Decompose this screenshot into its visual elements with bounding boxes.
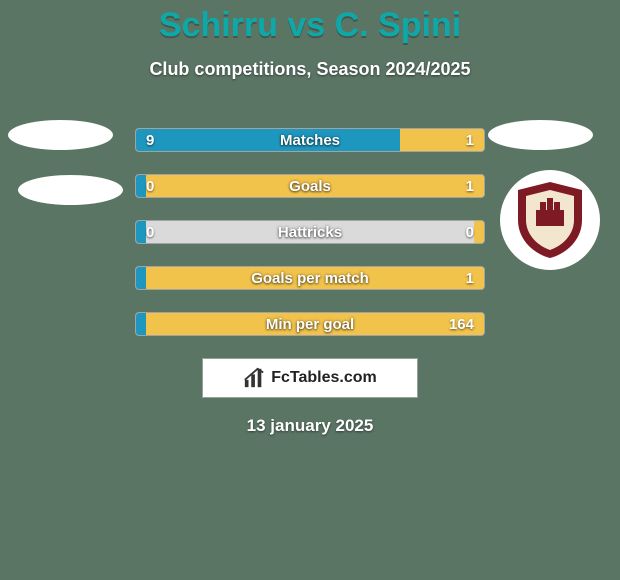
- stat-right-value: 1: [466, 175, 474, 197]
- stat-right-value: 0: [466, 221, 474, 243]
- stat-row: Goals per match1: [135, 266, 485, 290]
- stat-row: Matches9 1: [135, 128, 485, 152]
- stat-row: Hattricks0 0: [135, 220, 485, 244]
- right-player-badge: [488, 120, 593, 150]
- stat-label: Goals per match: [136, 267, 484, 289]
- stat-row: Goals0 1: [135, 174, 485, 198]
- left-team-badge: [18, 175, 123, 205]
- stat-left-value: 9: [146, 129, 154, 151]
- subtitle: Club competitions, Season 2024/2025: [0, 59, 620, 80]
- stat-label: Matches: [136, 129, 484, 151]
- stat-label: Hattricks: [136, 221, 484, 243]
- stat-left-value: 0: [146, 221, 154, 243]
- stat-right-value: 164: [449, 313, 474, 335]
- date-label: 13 january 2025: [0, 416, 620, 436]
- stat-label: Goals: [136, 175, 484, 197]
- stat-label: Min per goal: [136, 313, 484, 335]
- stat-right-value: 1: [466, 129, 474, 151]
- footer-brand-text: FcTables.com: [271, 369, 377, 387]
- team-crest-icon: [514, 180, 586, 260]
- left-player-badge: [8, 120, 113, 150]
- stats-chart: Matches91Goals01Hattricks00Goals per mat…: [135, 128, 485, 336]
- stat-right-value: 1: [466, 267, 474, 289]
- stat-left-value: 0: [146, 175, 154, 197]
- chart-icon: [243, 367, 265, 389]
- page-title: Schirru vs C. Spini: [0, 0, 620, 45]
- footer-brand-card[interactable]: FcTables.com: [202, 358, 418, 398]
- right-team-badge: [500, 170, 600, 270]
- stat-row: Min per goal164: [135, 312, 485, 336]
